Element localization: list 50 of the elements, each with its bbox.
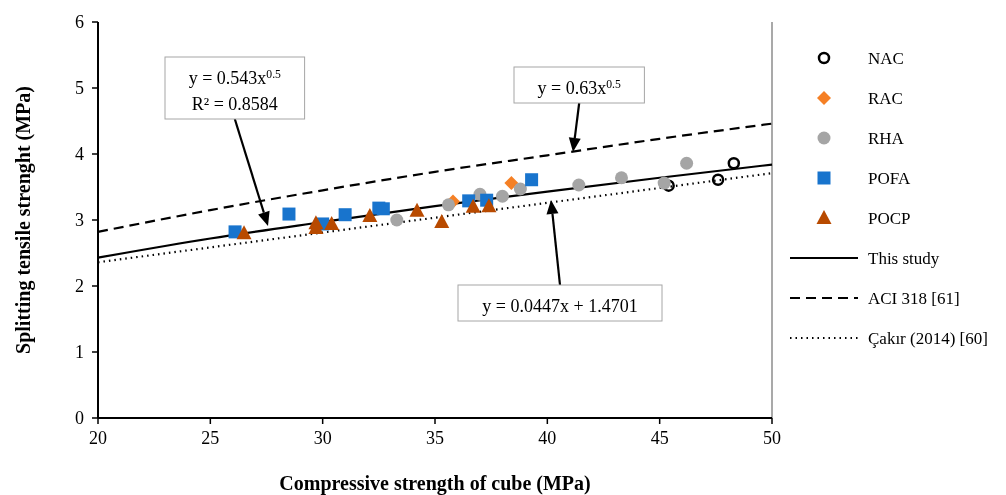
x-tick-label: 30: [313, 428, 332, 448]
point: [481, 198, 497, 213]
point: [525, 173, 539, 187]
point: [572, 178, 586, 192]
point: [338, 208, 352, 222]
y-tick-label: 2: [75, 276, 84, 296]
point: [662, 179, 675, 192]
point: [657, 176, 671, 190]
point: [711, 173, 725, 186]
y-axis-title: Splitting tensile strenght (MPa): [12, 86, 35, 354]
point: [465, 198, 481, 213]
y-tick-label: 3: [75, 210, 84, 230]
point: [236, 225, 252, 240]
point: [727, 156, 741, 170]
point: [504, 176, 519, 191]
legend-label: This study: [868, 249, 940, 268]
point: [376, 202, 390, 216]
point: [680, 156, 694, 170]
x-tick-label: 50: [763, 428, 781, 448]
annotation: y = 0.543x$^{0.5}$ R² = 0.8584: [188, 67, 282, 114]
point: [282, 207, 296, 221]
legend-label: NAC: [868, 49, 904, 68]
point: [513, 182, 527, 196]
x-tick-label: 45: [650, 428, 669, 448]
point: [434, 213, 450, 228]
legend-label: Çakır (2014) [60]: [868, 329, 988, 348]
y-tick-label: 6: [75, 12, 84, 32]
legend-label: ACI 318 [61]: [868, 289, 960, 308]
point: [409, 202, 425, 217]
x-tick-label: 35: [426, 428, 444, 448]
annotation: y = 0.0447x + 1.4701: [482, 296, 638, 316]
x-tick-label: 40: [538, 428, 557, 448]
y-tick-label: 1: [75, 342, 84, 362]
y-tick-label: 4: [75, 144, 84, 164]
x-axis-title: Compressive strength of cube (MPa): [279, 472, 591, 495]
y-tick-label: 0: [75, 408, 84, 428]
legend-label: POCP: [868, 209, 911, 228]
x-tick-label: 25: [201, 428, 220, 448]
legend-label: RHA: [868, 129, 905, 148]
point: [324, 215, 340, 230]
point: [362, 208, 378, 223]
point: [390, 213, 404, 227]
x-tick-label: 20: [89, 428, 107, 448]
point: [614, 171, 628, 185]
point: [441, 198, 455, 212]
point: [495, 189, 509, 203]
legend-label: RAC: [868, 89, 903, 108]
y-tick-label: 5: [75, 78, 84, 98]
legend-label: POFA: [868, 169, 911, 188]
annotation: y = 0.63x$^{0.5}$: [537, 77, 621, 98]
